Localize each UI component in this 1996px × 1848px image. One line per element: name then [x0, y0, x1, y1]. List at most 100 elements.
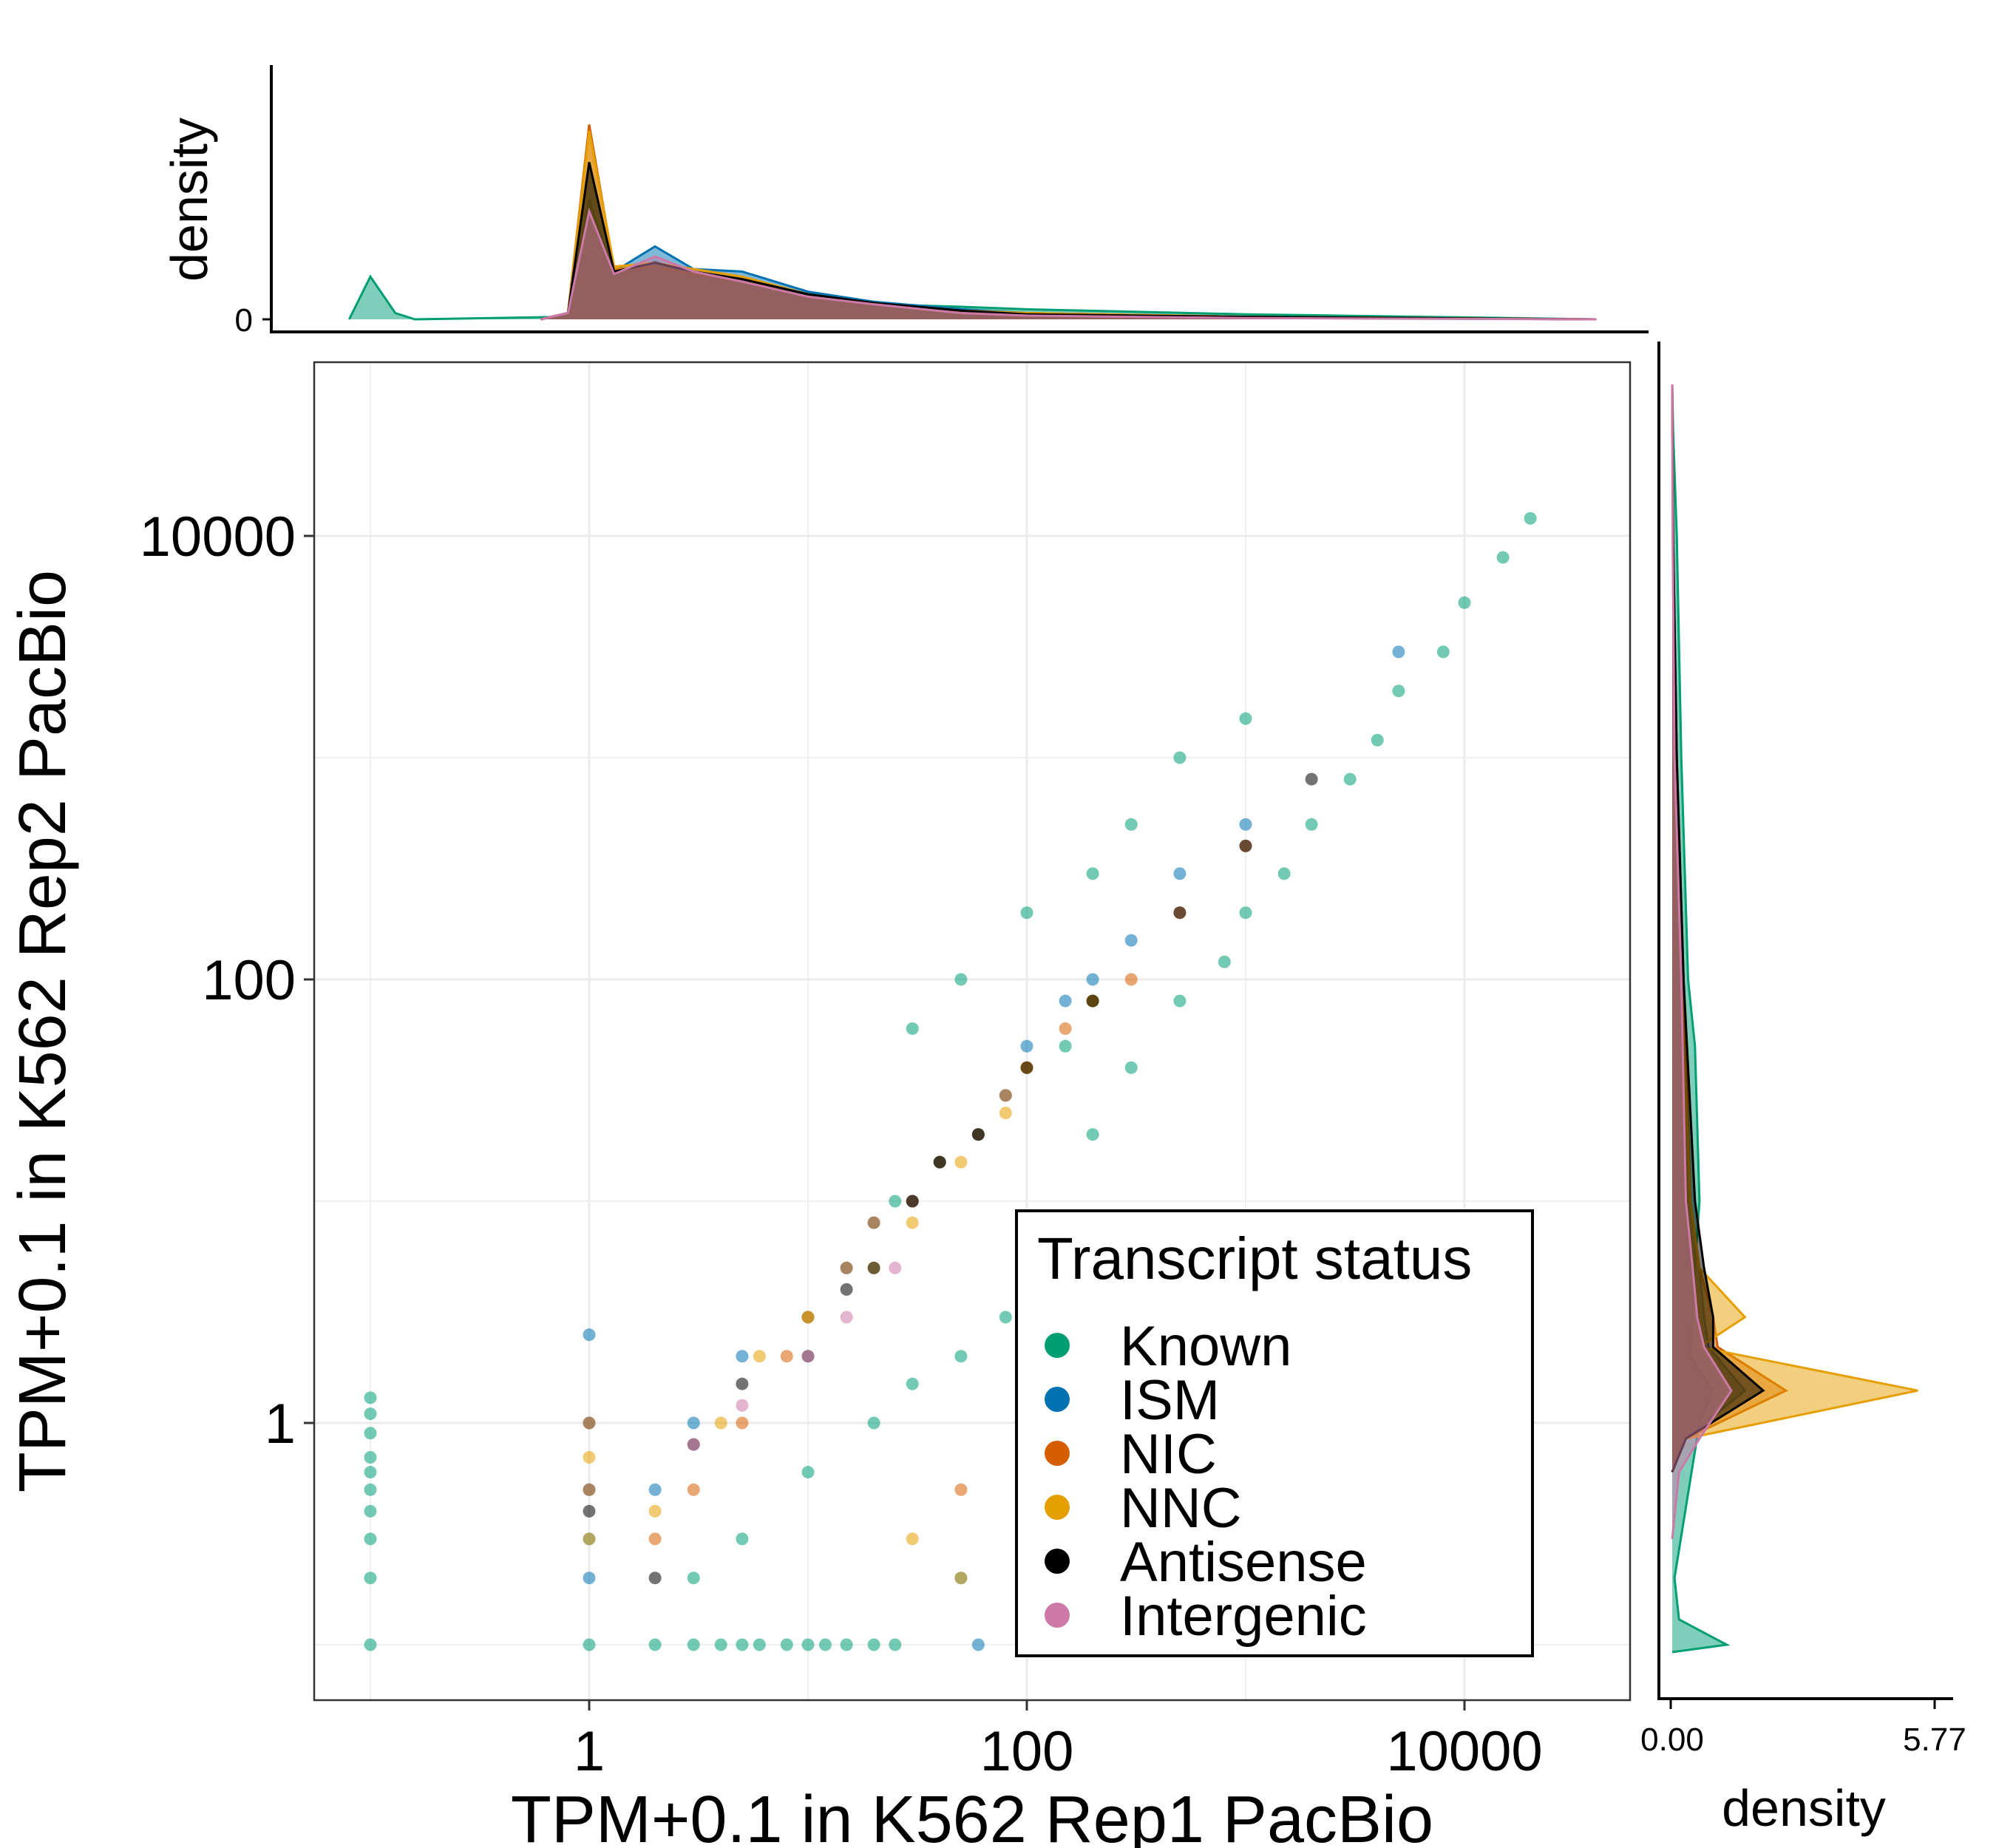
point-nic — [687, 1483, 700, 1496]
point-known — [999, 1311, 1012, 1324]
legend-item-ism: ISM — [1045, 1369, 1220, 1432]
point-ism — [1173, 867, 1187, 880]
point-antisense — [933, 1155, 946, 1169]
point-ism — [1059, 994, 1072, 1008]
point-nic — [999, 1089, 1012, 1102]
point-nic — [840, 1261, 853, 1274]
point-ism — [971, 1638, 985, 1651]
legend-label-known: Known — [1120, 1315, 1291, 1378]
point-known — [687, 1638, 700, 1651]
point-known — [954, 973, 968, 986]
point-antisense — [1305, 772, 1318, 786]
point-known — [801, 1638, 815, 1651]
point-known — [1305, 818, 1318, 831]
point-known — [954, 1350, 968, 1363]
right-marginal-tick-label-max: 5.77 — [1903, 1722, 1966, 1758]
point-antisense — [840, 1283, 853, 1296]
point-antisense — [971, 1128, 985, 1141]
point-known — [364, 1483, 377, 1496]
point-known — [1086, 1128, 1099, 1141]
point-known — [889, 1195, 902, 1208]
y-tick-label: 10000 — [140, 506, 296, 568]
point-known — [867, 1638, 880, 1651]
point-ism — [1086, 973, 1099, 986]
point-known — [889, 1638, 902, 1651]
point-nic — [583, 1483, 596, 1496]
legend-label-nnc: NNC — [1120, 1477, 1242, 1540]
point-known — [1239, 712, 1252, 725]
point-known — [1436, 645, 1450, 659]
top-marginal-y-title: density — [160, 118, 218, 282]
point-nnc — [906, 1532, 919, 1546]
point-nic — [736, 1416, 749, 1430]
point-antisense — [1173, 906, 1187, 920]
point-nnc — [801, 1311, 815, 1324]
legend-key-nic — [1045, 1441, 1070, 1466]
point-nic — [648, 1532, 662, 1546]
point-known — [1343, 772, 1357, 786]
legend-item-antisense: Antisense — [1045, 1531, 1367, 1594]
point-known — [1239, 906, 1252, 920]
point-antisense — [1239, 839, 1252, 852]
point-known — [364, 1466, 377, 1479]
point-antisense — [648, 1572, 662, 1585]
legend-key-known — [1045, 1333, 1070, 1358]
point-known — [1124, 818, 1138, 831]
legend-item-known: Known — [1045, 1315, 1291, 1378]
point-nic — [1124, 973, 1138, 986]
point-known — [736, 1532, 749, 1546]
point-known — [736, 1638, 749, 1651]
point-known — [780, 1638, 793, 1651]
point-antisense — [906, 1195, 919, 1208]
point-known — [753, 1638, 766, 1651]
point-ism — [687, 1416, 700, 1430]
point-nnc — [753, 1350, 766, 1363]
point-known — [1371, 733, 1384, 747]
top-marginal-density — [347, 124, 1597, 321]
point-nic — [1059, 1022, 1072, 1036]
right-marginal-tick-label-0: 0.00 — [1640, 1722, 1704, 1758]
point-known — [1218, 955, 1231, 968]
point-nnc — [954, 1155, 968, 1169]
point-ism — [736, 1350, 749, 1363]
legend-label-antisense: Antisense — [1120, 1531, 1367, 1594]
point-nnc — [583, 1532, 596, 1546]
point-antisense — [736, 1377, 749, 1390]
point-nic — [954, 1483, 968, 1496]
x-tick-label: 100 — [980, 1720, 1074, 1783]
legend-title: Transcript status — [1037, 1226, 1472, 1291]
point-ism — [583, 1572, 596, 1585]
x-axis-title: TPM+0.1 in K562 Rep1 PacBio — [511, 1783, 1433, 1848]
point-known — [840, 1638, 853, 1651]
point-known — [1086, 867, 1099, 880]
top-density-intergenic — [540, 207, 1597, 321]
top-density-known — [347, 200, 1597, 321]
point-known — [1524, 512, 1537, 525]
point-antisense — [1020, 1061, 1033, 1074]
point-known — [1173, 994, 1187, 1008]
point-nnc — [954, 1572, 968, 1585]
legend-item-intergenic: Intergenic — [1045, 1585, 1367, 1648]
point-nnc — [999, 1107, 1012, 1120]
point-nic — [780, 1350, 793, 1363]
point-known — [818, 1638, 832, 1651]
legend: Transcript status Known ISM NIC NNC Anti… — [1015, 1209, 1534, 1657]
right-marginal-x-title: density — [1722, 1779, 1886, 1837]
point-nnc — [583, 1450, 596, 1464]
y-axis-title: TPM+0.1 in K562 Rep2 PacBio — [6, 570, 80, 1492]
point-intergenic — [736, 1399, 749, 1412]
point-known — [364, 1427, 377, 1440]
point-ism — [1020, 1039, 1033, 1053]
y-tick-label: 100 — [202, 949, 296, 1012]
point-known — [364, 1504, 377, 1518]
right-marginal-density — [1671, 384, 1918, 1654]
point-known — [714, 1638, 727, 1651]
legend-key-ism — [1045, 1387, 1070, 1412]
point-known — [648, 1638, 662, 1651]
point-ism — [583, 1328, 596, 1342]
legend-key-antisense — [1045, 1549, 1070, 1574]
point-ism — [648, 1483, 662, 1496]
legend-item-nnc: NNC — [1045, 1477, 1242, 1540]
point-known — [1496, 551, 1510, 564]
